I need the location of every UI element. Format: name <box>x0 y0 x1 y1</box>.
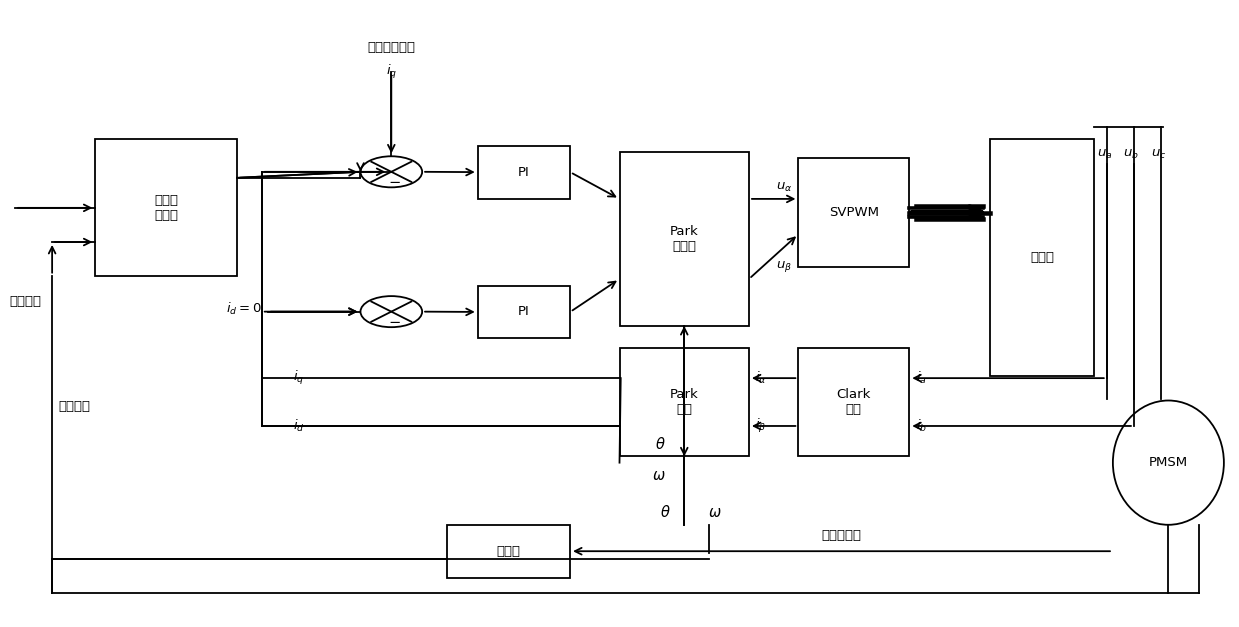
Text: −: − <box>389 315 401 330</box>
Text: $i_q$: $i_q$ <box>292 369 304 387</box>
Text: $i_d=0$: $i_d=0$ <box>225 300 261 317</box>
Text: Park
变换: Park 变换 <box>670 388 699 416</box>
Text: $i_\alpha$: $i_\alpha$ <box>756 370 767 386</box>
Text: PI: PI <box>518 166 530 179</box>
Text: $i_q$: $i_q$ <box>385 63 396 81</box>
Bar <box>478 145 570 199</box>
Circle shape <box>361 156 422 187</box>
Ellipse shape <box>1113 401 1224 525</box>
Text: 逆变器: 逆变器 <box>1030 251 1054 264</box>
Bar <box>990 139 1094 376</box>
Text: SVPWM: SVPWM <box>829 206 878 219</box>
Text: $i_a$: $i_a$ <box>916 370 927 386</box>
Text: $i_\beta$: $i_\beta$ <box>756 417 767 435</box>
Text: $\theta$: $\theta$ <box>660 504 672 520</box>
Text: $\omega$: $\omega$ <box>709 505 722 520</box>
Text: 速度反馈: 速度反馈 <box>58 400 90 413</box>
Bar <box>95 139 237 277</box>
Text: $u_a$: $u_a$ <box>1097 148 1111 161</box>
Text: $u_\alpha$: $u_\alpha$ <box>776 181 792 194</box>
Text: $u_c$: $u_c$ <box>1151 148 1166 161</box>
Bar <box>620 348 750 456</box>
Text: 传感器信息: 传感器信息 <box>821 529 861 542</box>
Text: $u_b$: $u_b$ <box>1124 148 1140 161</box>
Bar <box>478 285 570 339</box>
Text: $u_\beta$: $u_\beta$ <box>776 259 792 274</box>
Text: $\omega$: $\omega$ <box>652 468 665 483</box>
Text: PMSM: PMSM <box>1149 456 1188 469</box>
Bar <box>447 525 570 577</box>
Text: PI: PI <box>518 305 530 319</box>
Circle shape <box>361 296 422 327</box>
Bar <box>620 152 750 326</box>
Bar <box>798 158 909 267</box>
Text: Clark
变换: Clark 变换 <box>836 388 871 416</box>
Text: −: − <box>389 175 401 190</box>
Text: $i_b$: $i_b$ <box>916 418 927 434</box>
Text: $i_d$: $i_d$ <box>292 418 305 434</box>
Text: Park
逆变换: Park 逆变换 <box>670 225 699 253</box>
Text: 参考指令: 参考指令 <box>9 295 41 308</box>
Text: 传感器: 传感器 <box>497 545 520 557</box>
Text: 电流输入信号: 电流输入信号 <box>367 41 415 54</box>
Text: $\theta$: $\theta$ <box>655 436 665 452</box>
Bar <box>798 348 909 456</box>
Text: 速度环
控制器: 速度环 控制器 <box>154 194 178 222</box>
